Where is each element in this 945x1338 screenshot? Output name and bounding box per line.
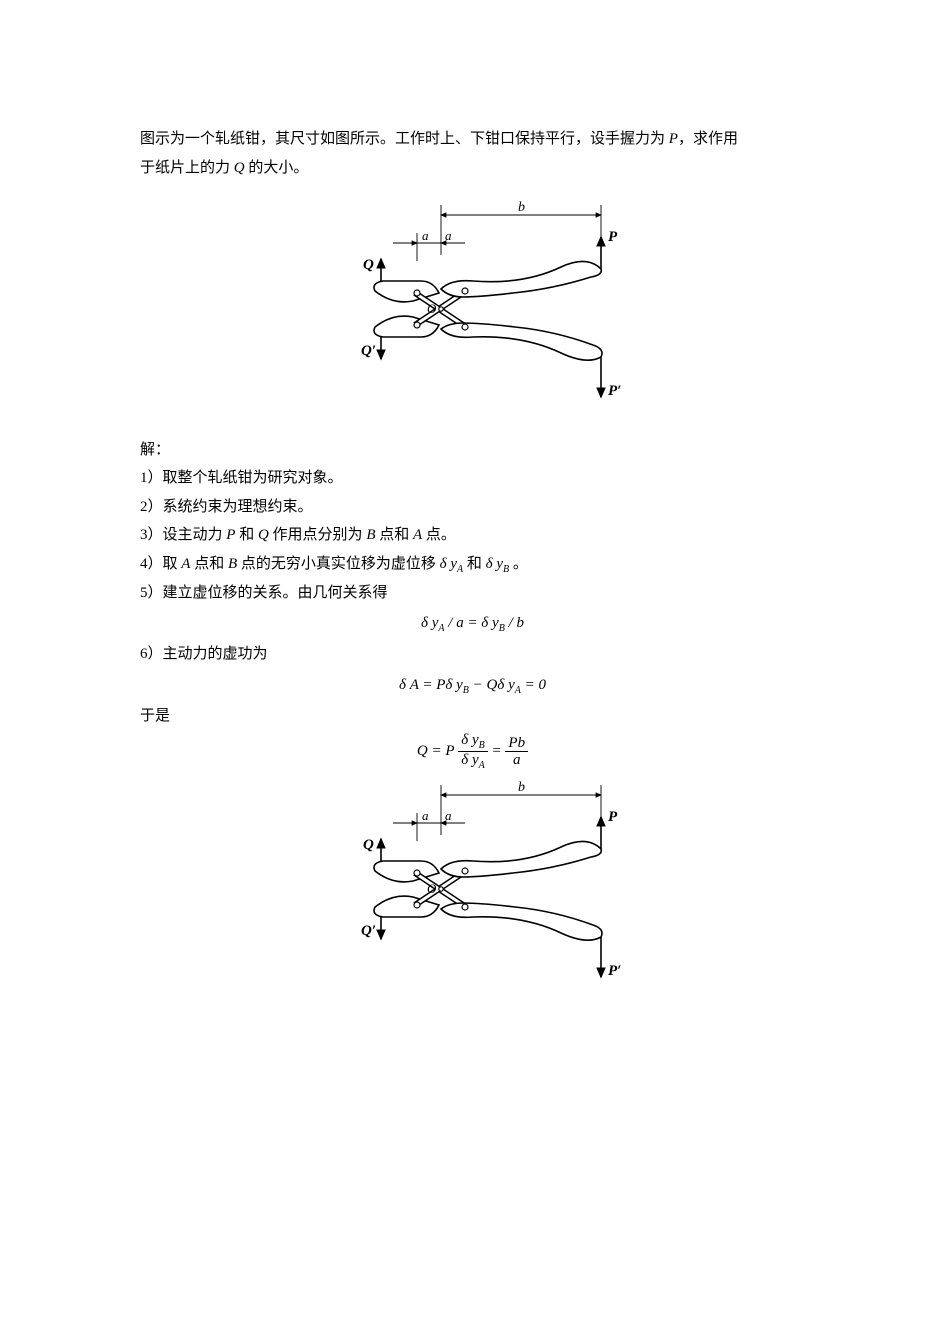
- solution-header: 解：: [140, 436, 805, 465]
- s4b: 点和: [194, 556, 224, 572]
- s4a: 4）取: [140, 556, 178, 572]
- equation-1: δ yA / a = δ yB / b: [140, 609, 805, 638]
- eq2l: δ A = Pδ y: [399, 677, 463, 693]
- s4-A: A: [181, 556, 190, 572]
- frac-2: Pb a: [505, 735, 528, 769]
- dyA-t: δ y: [440, 556, 457, 572]
- s4-B: B: [228, 556, 237, 572]
- eq1b: b: [516, 615, 524, 631]
- figure-1: b a a P P′ Q Q′: [140, 197, 805, 426]
- force-Pp: P′: [608, 383, 621, 399]
- eq3d: δ y: [461, 752, 478, 768]
- force-Q: Q: [363, 257, 374, 273]
- eq3n: δ y: [461, 732, 478, 748]
- frac-1: δ yB δ yA: [458, 732, 488, 771]
- pliers-diagram-1: b a a P P′ Q Q′: [323, 197, 623, 415]
- equation-2: δ A = Pδ yB − Qδ yA = 0: [140, 671, 805, 700]
- s3c: 作用点分别为: [273, 527, 363, 543]
- problem-text-2a: 于纸片上的力: [140, 160, 230, 176]
- eq3eq: =: [492, 743, 506, 759]
- eq3Pb: Pb: [505, 735, 528, 753]
- eq3a2: a: [505, 752, 528, 769]
- page: 图示为一个轧纸钳，其尺寸如图所示。工作时上、下钳口保持平行，设手握力为 P，求作…: [0, 0, 945, 1338]
- hence: 于是: [140, 702, 805, 731]
- dim-b-2: b: [518, 780, 525, 795]
- force-Qp: Q′: [361, 343, 376, 359]
- dim-a2-2: a: [445, 808, 452, 823]
- s3-P: P: [226, 527, 235, 543]
- pliers-diagram-2: b a a P P′ Q Q′: [323, 777, 623, 995]
- eq2r: = 0: [525, 677, 546, 693]
- s3-A: A: [413, 527, 422, 543]
- step-4: 4）取 A 点和 B 点的无穷小真实位移为虚位移 δ yA 和 δ yB 。: [140, 550, 805, 579]
- step-2: 2）系统约束为理想约束。: [140, 493, 805, 522]
- force-Pp-2: P′: [608, 963, 621, 979]
- label-O: O: [427, 301, 437, 316]
- s3-Q: Q: [258, 527, 269, 543]
- s3e: 点。: [426, 527, 456, 543]
- s4e: 。: [513, 556, 528, 572]
- force-P: P: [608, 229, 618, 245]
- s4c: 点的无穷小真实位移为虚位移: [241, 556, 436, 572]
- dim-b: b: [518, 200, 525, 215]
- s3b: 和: [239, 527, 254, 543]
- dyB-t: δ y: [486, 556, 503, 572]
- s3d: 点和: [379, 527, 409, 543]
- figure-2: b a a P P′ Q Q′: [140, 777, 805, 1006]
- var-Q: Q: [234, 160, 245, 176]
- eq1a: a: [456, 615, 464, 631]
- force-Q-2: Q: [363, 837, 374, 853]
- eq1m: = δ y: [467, 615, 498, 631]
- problem-text-1b: ，求作用: [678, 131, 738, 147]
- eq2m: − Qδ y: [473, 677, 515, 693]
- step-1: 1）取整个轧纸钳为研究对象。: [140, 464, 805, 493]
- dim-a2: a: [445, 228, 452, 243]
- dim-a1-2: a: [422, 808, 429, 823]
- s3a: 3）设主动力: [140, 527, 223, 543]
- s4d: 和: [467, 556, 482, 572]
- force-P-2: P: [608, 809, 618, 825]
- s3-B: B: [366, 527, 375, 543]
- force-Qp-2: Q′: [361, 923, 376, 939]
- eq3Q: Q = P: [417, 743, 455, 759]
- step-5: 5）建立虚位移的关系。由几何关系得: [140, 579, 805, 608]
- problem-text-2b: 的大小。: [248, 160, 308, 176]
- label-O-2: O: [427, 881, 437, 896]
- equation-3: Q = P δ yB δ yA = Pb a: [140, 732, 805, 771]
- step-6: 6）主动力的虚功为: [140, 640, 805, 669]
- dyB: δ yB: [486, 556, 510, 572]
- dyA: δ yA: [440, 556, 464, 572]
- eq1l: δ y: [421, 615, 438, 631]
- problem-paragraph: 图示为一个轧纸钳，其尺寸如图所示。工作时上、下钳口保持平行，设手握力为 P，求作…: [140, 125, 805, 182]
- var-P: P: [669, 131, 678, 147]
- step-3: 3）设主动力 P 和 Q 作用点分别为 B 点和 A 点。: [140, 521, 805, 550]
- problem-text-1: 图示为一个轧纸钳，其尺寸如图所示。工作时上、下钳口保持平行，设手握力为: [140, 131, 665, 147]
- dim-a1: a: [422, 228, 429, 243]
